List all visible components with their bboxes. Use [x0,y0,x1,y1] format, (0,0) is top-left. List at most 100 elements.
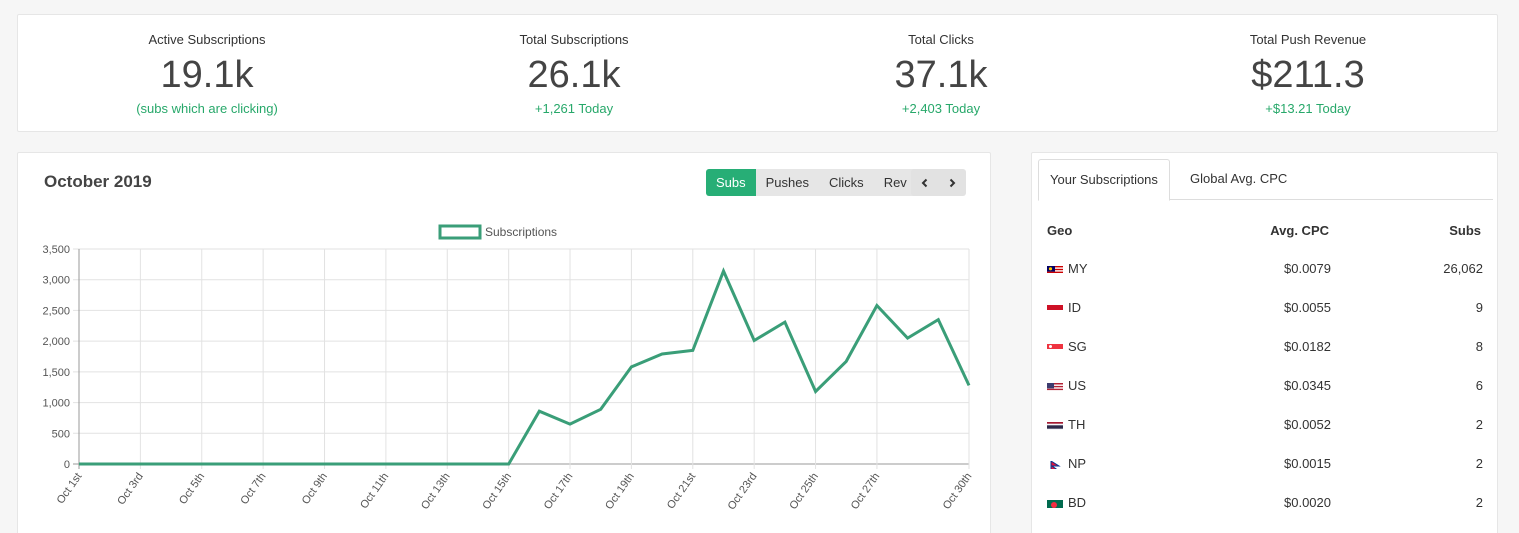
stats-card: Active Subscriptions 19.1k (subs which a… [17,14,1498,132]
metric-button-clicks[interactable]: Clicks [819,169,874,196]
geo-code: MY [1068,261,1088,276]
x-tick-label: Oct 15th [480,471,514,512]
tab-global-avg-cpc[interactable]: Global Avg. CPC [1190,171,1288,186]
x-tick-label: Oct 3rd [115,471,146,507]
geo-code: NP [1068,456,1087,471]
y-tick-label: 3,000 [42,275,70,287]
metric-button-pushes[interactable]: Pushes [755,169,820,196]
metric-button-subs[interactable]: Subs [706,169,756,196]
geo-code: US [1068,378,1087,393]
subs-cell: 2 [1475,495,1483,510]
tab-your-subscriptions[interactable]: Your Subscriptions [1038,159,1170,201]
geo-cell: TH [1047,417,1085,433]
metric-button-rev[interactable]: Rev [873,169,917,196]
thailand-flag-icon [1047,420,1063,430]
legend-label: Subscriptions [485,225,557,239]
subs-cell: 26,062 [1443,261,1483,276]
next-month-button[interactable] [938,169,965,196]
cpc-cell: $0.0345 [1284,378,1331,393]
geo-cell: ID [1047,300,1081,316]
stat-label: Active Subscriptions [148,32,266,47]
x-tick-label: Oct 9th [300,471,330,507]
cpc-cell: $0.0015 [1284,456,1331,471]
chart-card: 0 500 1,000 1,500 2,000 2,500 3,000 3,500 Oct 1s… [17,152,991,533]
x-tick-label: Oct 30th [941,471,975,512]
subs-cell: 9 [1475,300,1483,315]
x-tick-label: Oct 5th [177,471,207,507]
geo-code: ID [1068,300,1081,315]
y-tick-label: 1,000 [42,398,70,410]
stat-subtext: +$13.21 Today [1265,101,1351,116]
subs-cell: 2 [1475,417,1483,432]
y-tick-label: 3,500 [42,244,70,256]
indonesia-flag-icon [1047,303,1063,313]
x-tick-label: Oct 17th [542,471,576,512]
geo-code: BD [1068,495,1087,510]
cpc-cell: $0.0020 [1284,495,1331,510]
geo-cell: MY [1047,261,1088,277]
month-nav-group [911,169,966,196]
geo-code: TH [1068,417,1086,432]
x-tick-label: Oct 25th [787,471,821,512]
subscriptions-table-card: Your Subscriptions Global Avg. CPC Geo A… [1031,152,1498,533]
geo-cell: BD [1047,495,1086,511]
geo-cell: NP [1047,456,1086,472]
table-row: TH $0.0052 2 [1032,417,1499,456]
bangladesh-flag-icon [1047,498,1063,508]
y-tick-label: 2,000 [42,336,70,348]
malaysia-flag-icon [1047,264,1063,274]
stat-value: 26.1k [527,54,621,96]
stat-value: 37.1k [894,54,988,96]
x-tick-label: Oct 27th [849,471,883,512]
x-tick-label: Oct 19th [603,471,637,512]
x-tick-label: Oct 1st [55,471,85,506]
stat-subtext: +2,403 Today [901,101,981,116]
subs-cell: 8 [1475,339,1483,354]
column-header-subs: Subs [1449,223,1481,238]
stat-subtext: +1,261 Today [534,101,614,116]
stat-label: Total Push Revenue [1249,32,1367,47]
us-flag-icon [1047,381,1063,391]
column-header-avg-cpc: Avg. CPC [1270,223,1329,238]
y-tick-label: 500 [52,428,70,440]
y-tick-label: 1,500 [42,367,70,379]
prev-month-button[interactable] [911,169,938,196]
cpc-cell: $0.0079 [1284,261,1331,276]
legend-swatch [438,224,482,240]
geo-code: SG [1068,339,1087,354]
chevron-left-icon [921,178,927,187]
x-tick-label: Oct 23rd [726,471,760,512]
table-row: ID $0.0055 9 [1032,300,1499,339]
table-row: SG $0.0182 8 [1032,339,1499,378]
subs-cell: 2 [1475,456,1483,471]
table-row: US $0.0345 6 [1032,378,1499,417]
column-header-geo: Geo [1047,223,1073,238]
x-tick-label: Oct 7th [238,471,268,507]
chevron-right-icon [949,178,955,187]
geo-cell: US [1047,378,1086,394]
subscriptions-series-line [79,267,971,466]
stat-value: 19.1k [160,54,254,96]
x-tick-label: Oct 21st [665,471,698,511]
subscriptions-line-chart: 0 500 1,000 1,500 2,000 2,500 3,000 3,500 Oct 1s… [42,224,975,512]
stat-label: Total Clicks [908,32,974,47]
y-tick-label: 0 [64,459,70,471]
cpc-cell: $0.0052 [1284,417,1331,432]
y-tick-label: 2,500 [42,305,70,317]
cpc-cell: $0.0182 [1284,339,1331,354]
stat-subtext: (subs which are clicking) [136,101,278,116]
x-tick-label: Oct 13th [419,471,453,512]
metric-toggle-group: Subs Pushes Clicks Rev [706,169,917,196]
table-row: BD $0.0020 2 [1032,495,1499,533]
geo-cell: SG [1047,339,1087,355]
table-tabs: Your Subscriptions Global Avg. CPC [1038,159,1493,201]
singapore-flag-icon [1047,342,1063,352]
x-tick-label: Oct 11th [358,471,391,511]
table-row: MY $0.0079 26,062 [1032,261,1499,300]
stat-value: $211.3 [1251,54,1365,96]
table-row: NP $0.0015 2 [1032,456,1499,495]
nepal-flag-icon [1047,459,1063,469]
subs-cell: 6 [1475,378,1483,393]
chart-title: October 2019 [44,172,152,191]
cpc-cell: $0.0055 [1284,300,1331,315]
